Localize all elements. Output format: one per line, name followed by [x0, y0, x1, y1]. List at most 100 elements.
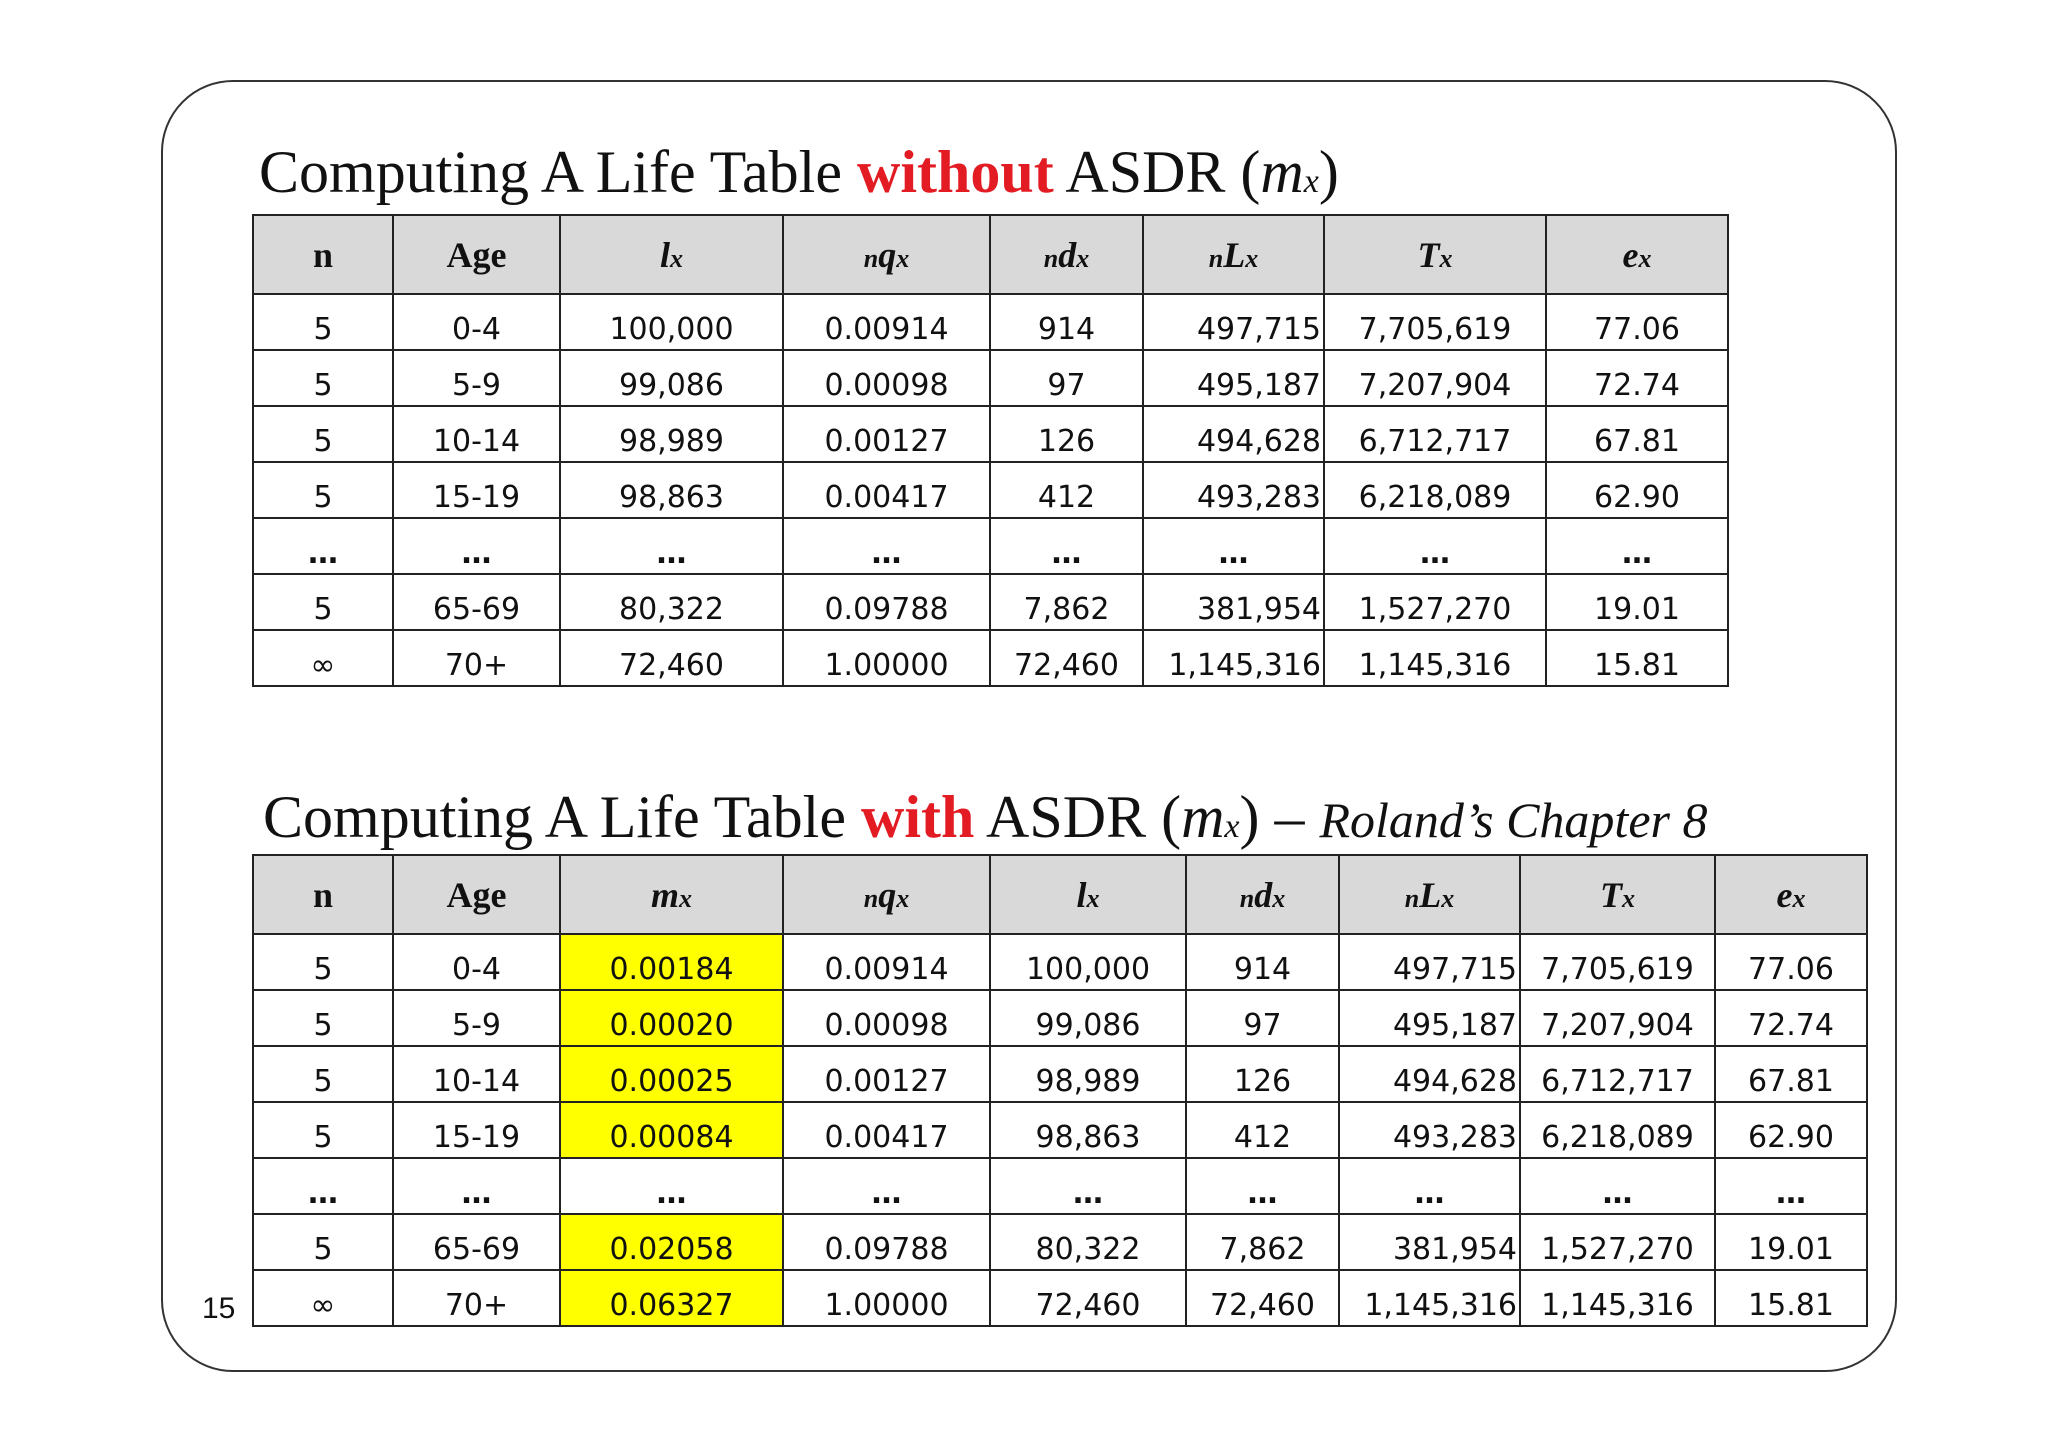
table2-header-ex: ex: [1714, 854, 1868, 935]
table-cell: 6,218,089: [1519, 1101, 1716, 1159]
table-cell: 0.00417: [782, 461, 991, 519]
table-cell: ∞: [252, 1269, 394, 1327]
table-cell: 98,989: [989, 1045, 1187, 1103]
table-cell: …: [989, 1157, 1187, 1215]
table-cell: 5-9: [392, 349, 561, 407]
table1-header-lx: lx: [559, 214, 784, 295]
table-cell: 15.81: [1714, 1269, 1868, 1327]
table-cell: 7,705,619: [1519, 933, 1716, 991]
table-cell: 5: [252, 1213, 394, 1271]
table-cell: 77.06: [1545, 293, 1729, 351]
title1-close: ): [1318, 139, 1339, 205]
table1-header-nqx: nqx: [782, 214, 991, 295]
table-cell: 1,145,316: [1323, 629, 1547, 687]
table-cell: 914: [989, 293, 1144, 351]
table-cell: 494,628: [1338, 1045, 1521, 1103]
table-row: ………………………: [252, 1157, 1868, 1215]
title1-text: Computing A Life Table: [259, 139, 857, 205]
title1-text-2: ASDR (: [1053, 139, 1261, 205]
table-cell: 0.02058: [559, 1213, 784, 1271]
table2-header-mx: mx: [559, 854, 784, 935]
table-cell: 1,527,270: [1323, 573, 1547, 631]
table-row: 5 0-4 100,000 0.00914 914 497,715 7,705,619 77.…: [252, 293, 1729, 351]
title-with-asdr: Computing A Life Table with ASDR (mx) – …: [263, 787, 1707, 847]
table-cell: 0.00914: [782, 933, 991, 991]
table-cell: 6,218,089: [1323, 461, 1547, 519]
table-cell: 5: [252, 1045, 394, 1103]
table-row: 5 15-19 0.00084 0.00417 98,863 412 493,283 6,21…: [252, 1101, 1868, 1159]
table-cell: 497,715: [1338, 933, 1521, 991]
title1-x: x: [1303, 163, 1319, 200]
table-row: 5 15-19 98,863 0.00417 412 493,283 6,218,089 62…: [252, 461, 1729, 519]
table-cell: 7,207,904: [1323, 349, 1547, 407]
table-cell: 5: [252, 933, 394, 991]
table-cell: 65-69: [392, 573, 561, 631]
table-row: 5 5-9 0.00020 0.00098 99,086 97 495,187 7,207,9…: [252, 989, 1868, 1047]
table-cell: 0.09788: [782, 1213, 991, 1271]
table-cell: 0.00098: [782, 349, 991, 407]
table-cell: …: [989, 517, 1144, 575]
table-cell: …: [1323, 517, 1547, 575]
table-cell: …: [252, 1157, 394, 1215]
table-cell: 15.81: [1545, 629, 1729, 687]
table-cell: 15-19: [392, 1101, 561, 1159]
table-cell: 1.00000: [782, 629, 991, 687]
table-cell: 80,322: [559, 573, 784, 631]
table2-header-nqx: nqx: [782, 854, 991, 935]
table-cell: …: [1338, 1157, 1521, 1215]
table-row: ∞ 70+ 72,460 1.00000 72,460 1,145,316 1,145,31…: [252, 629, 1729, 687]
table-cell: 70+: [392, 1269, 561, 1327]
table-cell: 0.00417: [782, 1101, 991, 1159]
table-cell: 5: [252, 405, 394, 463]
table-cell: 7,862: [1185, 1213, 1340, 1271]
table2-header-lx: lx: [989, 854, 1187, 935]
table-cell: …: [1519, 1157, 1716, 1215]
table-cell: 10-14: [392, 405, 561, 463]
table-cell: 72,460: [1185, 1269, 1340, 1327]
table-cell: 99,086: [989, 989, 1187, 1047]
table2-header-Tx: Tx: [1519, 854, 1716, 935]
table-cell: …: [252, 517, 394, 575]
table-row: 5 10-14 98,989 0.00127 126 494,628 6,712,717 67…: [252, 405, 1729, 463]
table-cell: 0.00020: [559, 989, 784, 1047]
table2-header-ndx: ndx: [1185, 854, 1340, 935]
table-cell: 99,086: [559, 349, 784, 407]
table-cell: …: [392, 517, 561, 575]
table-cell: 0-4: [392, 933, 561, 991]
table-row: 5 65-69 0.02058 0.09788 80,322 7,862 381,954 1,…: [252, 1213, 1868, 1271]
table-cell: …: [1545, 517, 1729, 575]
life-table-with-asdr: n Age mx nqx lx ndx nLx Tx ex 5 0-4 0.0018…: [252, 854, 1868, 1327]
table-row: 5 0-4 0.00184 0.00914 100,000 914 497,715 7,705…: [252, 933, 1868, 991]
table-row: 5 10-14 0.00025 0.00127 98,989 126 494,628 6,71…: [252, 1045, 1868, 1103]
table-row: ∞ 70+ 0.06327 1.00000 72,460 72,460 1,145,316 1…: [252, 1269, 1868, 1327]
table-cell: …: [782, 517, 991, 575]
table-cell: 98,989: [559, 405, 784, 463]
table1-header-row: n Age lx nqx ndx nLx Tx ex: [252, 214, 1729, 295]
table-cell: 126: [1185, 1045, 1340, 1103]
table-cell: 914: [1185, 933, 1340, 991]
title2-close: ): [1239, 784, 1260, 850]
table-cell: 495,187: [1338, 989, 1521, 1047]
table-cell: 0-4: [392, 293, 561, 351]
table-cell: 1,145,316: [1338, 1269, 1521, 1327]
table1-header-n: n: [252, 214, 394, 295]
table-cell: 1,145,316: [1142, 629, 1325, 687]
table-cell: 1.00000: [782, 1269, 991, 1327]
table-cell: 6,712,717: [1519, 1045, 1716, 1103]
table-cell: 0.00127: [782, 1045, 991, 1103]
table-cell: 10-14: [392, 1045, 561, 1103]
table-cell: 0.00025: [559, 1045, 784, 1103]
table-cell: …: [1185, 1157, 1340, 1215]
title2-highlight: with: [860, 784, 975, 850]
table-cell: 0.00127: [782, 405, 991, 463]
title2-chapter: Roland’s Chapter 8: [1319, 792, 1708, 848]
table-cell: 5: [252, 293, 394, 351]
table2-header-age: Age: [392, 854, 561, 935]
table-cell: 67.81: [1714, 1045, 1868, 1103]
table1-header-Tx: Tx: [1323, 214, 1547, 295]
table1-header-ex: ex: [1545, 214, 1729, 295]
table-cell: 67.81: [1545, 405, 1729, 463]
table-cell: 72.74: [1545, 349, 1729, 407]
table-cell: 5: [252, 573, 394, 631]
table-cell: 72.74: [1714, 989, 1868, 1047]
